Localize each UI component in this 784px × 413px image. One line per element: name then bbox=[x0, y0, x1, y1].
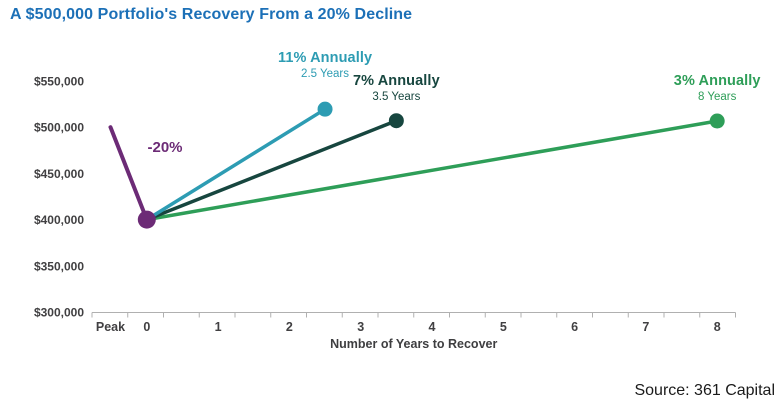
x-tick-label: 5 bbox=[500, 320, 507, 334]
x-tick-label: 1 bbox=[215, 320, 222, 334]
y-tick-label: $300,000 bbox=[34, 306, 84, 320]
annotation-recovery-7pct: 7% Annually 3.5 Years bbox=[353, 73, 440, 105]
x-tick-label: 4 bbox=[429, 320, 436, 334]
series-dot-recovery-3pct bbox=[709, 113, 725, 129]
y-tick-label: $400,000 bbox=[34, 213, 84, 227]
x-tick-label: 7 bbox=[642, 320, 649, 334]
series-line-recovery-3pct bbox=[145, 119, 719, 222]
y-tick-label: $350,000 bbox=[34, 259, 84, 273]
annotation-label: 11% Annually bbox=[277, 50, 373, 66]
x-tick-label: 3 bbox=[357, 320, 364, 334]
x-tick-label: 6 bbox=[571, 320, 578, 334]
annotation-label: 3% Annually bbox=[673, 73, 761, 89]
series-line-recovery-11pct bbox=[145, 107, 327, 222]
chart-title: A $500,000 Portfolio's Recovery From a 2… bbox=[10, 6, 413, 23]
annotation-label: 7% Annually bbox=[352, 73, 440, 89]
x-tick-label: 0 bbox=[143, 320, 150, 334]
series-dot-recovery-11pct bbox=[317, 101, 333, 117]
y-tick-label: $450,000 bbox=[34, 167, 84, 181]
x-axis-title: Number of Years to Recover bbox=[330, 337, 497, 351]
series-line-decline bbox=[108, 125, 149, 222]
series-line-recovery-7pct bbox=[145, 118, 399, 222]
annotation-sublabel: 2.5 Years bbox=[301, 68, 350, 80]
source-credit: Source: 361 Capital bbox=[634, 382, 775, 399]
y-tick-label: $550,000 bbox=[34, 75, 84, 89]
annotation-label: -20% bbox=[147, 139, 183, 156]
series-dot-decline bbox=[137, 210, 156, 229]
annotation-recovery-11pct: 11% Annually 2.5 Years bbox=[278, 50, 372, 82]
x-tick-label: 8 bbox=[714, 320, 721, 334]
annotation-sublabel: 3.5 Years bbox=[372, 91, 421, 103]
annotation-decline: -20% bbox=[147, 139, 182, 157]
series-dot-recovery-7pct bbox=[388, 113, 404, 129]
x-tick-label: Peak bbox=[96, 320, 125, 334]
annotation-sublabel: 8 Years bbox=[698, 91, 737, 103]
x-tick-label: 2 bbox=[286, 320, 293, 334]
y-tick-label: $500,000 bbox=[34, 121, 84, 135]
annotation-recovery-3pct: 3% Annually 8 Years bbox=[674, 73, 761, 105]
